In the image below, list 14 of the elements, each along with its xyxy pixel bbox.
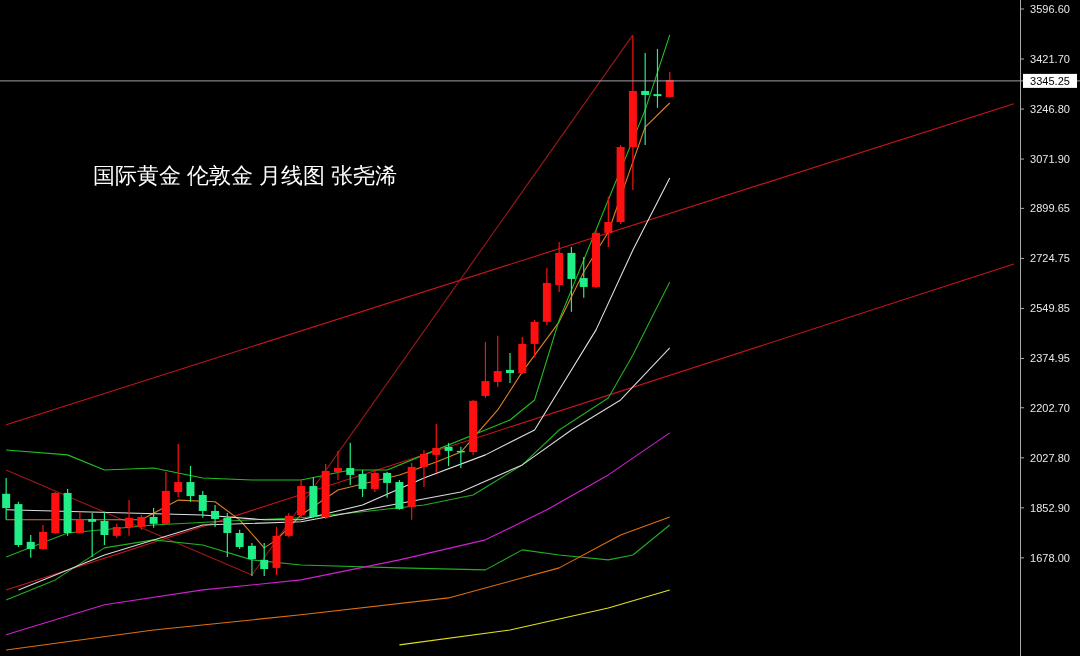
y-tick-label: 1852.90 — [1030, 501, 1070, 514]
y-tick-label: 2027.80 — [1030, 451, 1070, 464]
y-tick-label: 1678.00 — [1030, 551, 1070, 564]
y-tick-label: 2202.70 — [1030, 401, 1070, 414]
y-tick-label: 3596.60 — [1030, 2, 1070, 15]
y-tick-label: 3071.90 — [1030, 153, 1070, 166]
y-tick-label: 3421.70 — [1030, 53, 1070, 66]
y-tick-label: 2374.95 — [1030, 352, 1070, 365]
y-tick-label: 2724.75 — [1030, 252, 1070, 265]
y-tick-label: 3246.80 — [1030, 103, 1070, 116]
ref-line-label: 3345.25 — [1030, 74, 1070, 87]
title: 国际黄金 伦敦金 月线图 张尧浠 — [93, 163, 398, 188]
y-tick-label: 2899.65 — [1030, 202, 1070, 215]
y-tick-label: 2549.85 — [1030, 302, 1070, 315]
